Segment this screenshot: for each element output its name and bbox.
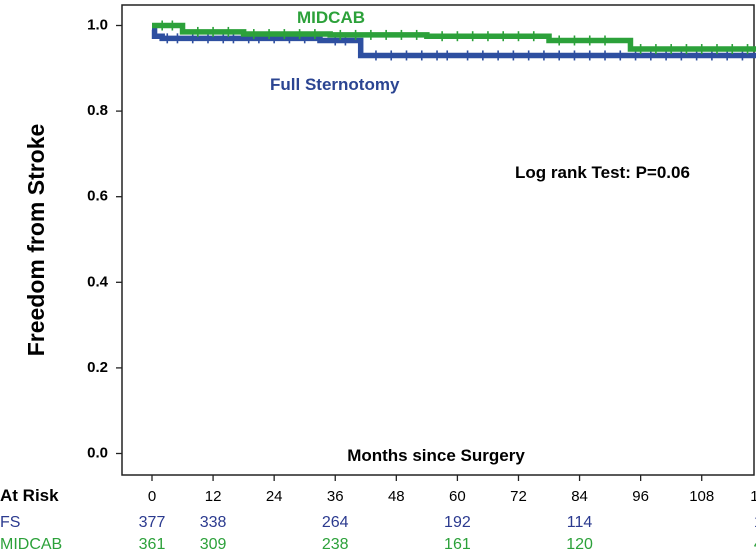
- at-risk-row-label-fs: FS: [0, 514, 20, 531]
- series-line-midcab: [152, 22, 756, 52]
- x-axis-label: Months since Surgery: [347, 446, 525, 465]
- x-tick-label: 36: [327, 488, 344, 505]
- plot-frame: [121, 4, 755, 476]
- at-risk-label: At Risk: [0, 486, 59, 505]
- y-tick-label: 1.0: [87, 16, 108, 33]
- x-tick-label: 24: [266, 488, 283, 505]
- log-rank-annotation: Log rank Test: P=0.06: [515, 163, 690, 182]
- y-ticks: 0.0 0.2 0.4 0.6 0.8 1.0: [87, 16, 122, 461]
- y-tick-label: 0.0: [87, 444, 108, 461]
- series-label-full-sternotomy: Full Sternotomy: [270, 75, 400, 94]
- x-ticks: 0 12 24 36 48 60 72 84 96 108 120: [148, 475, 756, 505]
- x-tick-label: 120: [750, 488, 756, 505]
- at-risk-table: FS 377 338 264 192 114 18 MIDCAB 361 309 238 161 120…: [0, 514, 756, 552]
- x-tick-label: 72: [510, 488, 527, 505]
- survival-curves: [151, 20, 756, 61]
- at-risk-value-midcab: 238: [322, 536, 349, 552]
- at-risk-value-midcab: 161: [444, 536, 471, 552]
- x-tick-label: 96: [632, 488, 649, 505]
- y-tick-label: 0.6: [87, 188, 108, 205]
- x-tick-label: 0: [148, 488, 156, 505]
- at-risk-value-midcab: 309: [200, 536, 227, 552]
- x-tick-label: 12: [205, 488, 222, 505]
- x-tick-label: 84: [571, 488, 588, 505]
- at-risk-value-midcab: 120: [566, 536, 593, 552]
- series-label-midcab: MIDCAB: [297, 8, 365, 27]
- at-risk-value-fs: 264: [322, 514, 349, 531]
- at-risk-value-fs: 114: [567, 514, 593, 531]
- y-tick-label: 0.4: [87, 273, 109, 290]
- y-tick-label: 0.8: [87, 102, 108, 119]
- at-risk-value-midcab: 46: [754, 536, 756, 552]
- at-risk-value-fs: 18: [754, 514, 756, 531]
- x-tick-label: 48: [388, 488, 405, 505]
- at-risk-value-fs: 377: [139, 514, 166, 531]
- x-tick-label: 60: [449, 488, 466, 505]
- at-risk-row-label-midcab: MIDCAB: [0, 536, 62, 552]
- at-risk-value-fs: 338: [200, 514, 227, 531]
- at-risk-value-midcab: 361: [139, 536, 166, 552]
- y-tick-label: 0.2: [87, 359, 108, 376]
- y-axis-label: Freedom from Stroke: [23, 124, 49, 357]
- series-line-fs: [151, 27, 756, 59]
- x-tick-label: 108: [689, 488, 714, 505]
- at-risk-value-fs: 192: [444, 514, 471, 531]
